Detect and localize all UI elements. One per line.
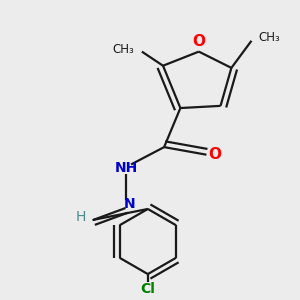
Text: Cl: Cl [140,282,155,296]
Text: CH₃: CH₃ [112,44,134,56]
Text: NH: NH [115,161,138,175]
Text: O: O [208,147,221,162]
Text: N: N [124,196,135,211]
Text: H: H [75,210,86,224]
Text: CH₃: CH₃ [258,31,280,44]
Text: O: O [192,34,205,49]
